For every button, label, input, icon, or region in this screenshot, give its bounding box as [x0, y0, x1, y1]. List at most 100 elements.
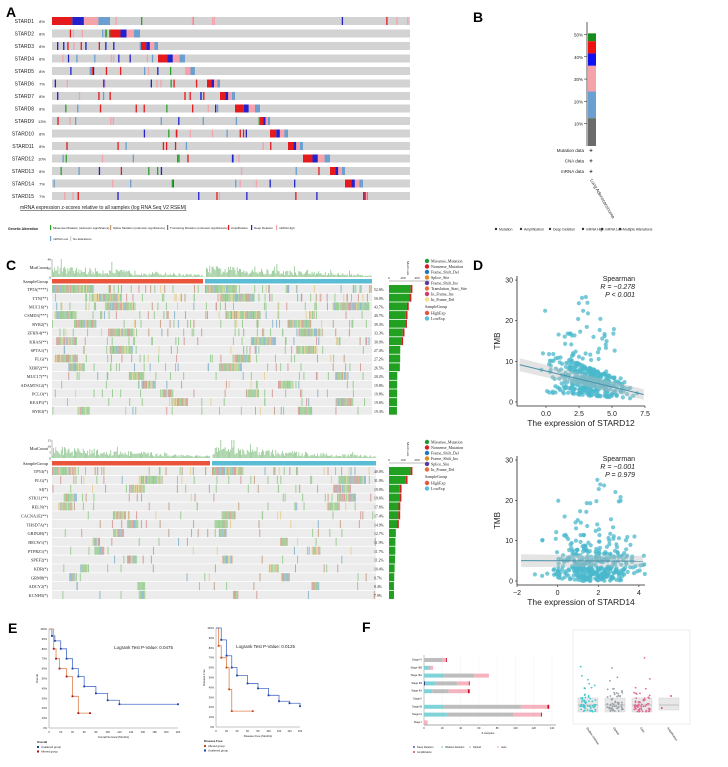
- data-point: [611, 702, 614, 705]
- mutcount-bar: [145, 274, 147, 277]
- mutcount-bar: [332, 274, 334, 277]
- mutation-cell: [357, 573, 359, 582]
- mutation-cell: [148, 502, 150, 511]
- mutcount-bar: [248, 273, 250, 277]
- mutation-cell: [139, 475, 141, 484]
- mutcount-bar: [197, 274, 199, 277]
- mutation-cell: [276, 319, 278, 328]
- mutcount-bar: [66, 452, 68, 458]
- mutation-cell: [229, 293, 231, 302]
- mutation-cell: [287, 363, 289, 372]
- mutcount-bar: [137, 274, 139, 277]
- row-background: [52, 520, 376, 529]
- mutcount-bar: [325, 275, 327, 277]
- censor-mark: [59, 647, 62, 650]
- mutcount-bar: [89, 449, 91, 458]
- mutation-cell: [258, 345, 260, 354]
- mutation-cell: [103, 475, 105, 484]
- mutation-cell: [171, 398, 173, 406]
- mutation-cell: [69, 573, 71, 582]
- mutation-cell: [251, 311, 253, 319]
- mutation-cell: [267, 502, 269, 511]
- data-point: [585, 300, 590, 305]
- mutation-cell: [282, 537, 284, 546]
- data-point: [633, 706, 636, 709]
- mutation-cell: [99, 293, 101, 302]
- mutcount-bar: [258, 271, 260, 277]
- mutcount-bar: [364, 455, 366, 458]
- mutcount-tick: 15: [48, 439, 52, 443]
- mutation-cell: [222, 555, 224, 564]
- mutation-cell: [351, 493, 353, 502]
- censor-mark: [288, 702, 291, 705]
- mutcount-bar: [215, 266, 217, 277]
- x-tick-label: 160: [141, 730, 146, 734]
- mutation-cell: [279, 319, 281, 328]
- data-point: [607, 542, 612, 547]
- mutation-cell: [301, 398, 303, 406]
- data-point: [597, 567, 602, 573]
- mutation-cell: [66, 502, 68, 511]
- mutation-cell: [303, 372, 305, 380]
- mutation-cell: [350, 293, 352, 302]
- data-point: [643, 656, 646, 659]
- data-point: [594, 704, 597, 706]
- mutation-cell: [314, 546, 316, 555]
- mutation-cell: [225, 528, 227, 537]
- mutation-cell: [133, 328, 135, 337]
- y-tick-label: 70%: [42, 657, 48, 661]
- gene-label: KEAP1(*): [30, 400, 49, 405]
- data-point: [616, 536, 622, 541]
- data-point: [614, 381, 619, 386]
- row-background: [52, 142, 410, 150]
- data-point: [591, 334, 596, 339]
- mutation-cell: [237, 311, 239, 319]
- mutation-cell: [71, 493, 73, 502]
- mutcount-bar: [116, 446, 118, 458]
- mutation-cell: [73, 573, 75, 582]
- mutation-cell: [237, 293, 239, 302]
- mutcount-bar: [201, 456, 203, 458]
- mutation-cell: [297, 406, 299, 415]
- gene-label: KRAS(**): [29, 339, 48, 344]
- mutcount-bar: [330, 269, 332, 277]
- mutcount-bar: [141, 273, 142, 277]
- mutation-cell: [141, 293, 143, 302]
- mutation-cell: [160, 389, 162, 398]
- mutation-cell: [139, 590, 141, 599]
- alteration-tick: [65, 104, 67, 113]
- mutation-cell: [270, 328, 272, 337]
- data-point: [613, 693, 616, 696]
- mutation-cell: [85, 293, 87, 302]
- mutcount-bar: [252, 269, 254, 277]
- mutation-cell: [270, 337, 272, 346]
- mutation-cell: [256, 380, 258, 389]
- mutation-cell: [106, 337, 108, 346]
- mutation-cell: [258, 337, 260, 346]
- x-tick-label: 20: [441, 726, 444, 730]
- legend-label: Gain: [501, 745, 507, 749]
- mutcount-bar: [244, 454, 246, 458]
- mutcount-bar: [312, 455, 314, 458]
- data-point: [606, 706, 609, 709]
- mutation-cell: [248, 293, 250, 302]
- mutation-cell: [116, 528, 118, 537]
- side-bar-missense: [389, 555, 396, 564]
- data-point: [579, 705, 582, 708]
- mutation-cell: [343, 293, 345, 302]
- alteration-tick: [185, 142, 188, 150]
- mutcount-bar: [214, 447, 216, 458]
- mutation-cell: [142, 484, 144, 493]
- data-point: [628, 385, 633, 391]
- mutation-cell: [265, 285, 267, 293]
- side-tick: 100: [400, 458, 406, 462]
- mutcount-bar: [91, 274, 93, 277]
- data-point: [554, 530, 559, 535]
- data-point: [609, 392, 614, 397]
- mutcount-bar: [159, 274, 161, 277]
- mutation-cell: [345, 475, 347, 484]
- mutation-cell: [254, 285, 256, 293]
- mutation-cell: [87, 285, 89, 293]
- mutation-cell: [55, 285, 57, 293]
- mutation-cell: [64, 493, 66, 502]
